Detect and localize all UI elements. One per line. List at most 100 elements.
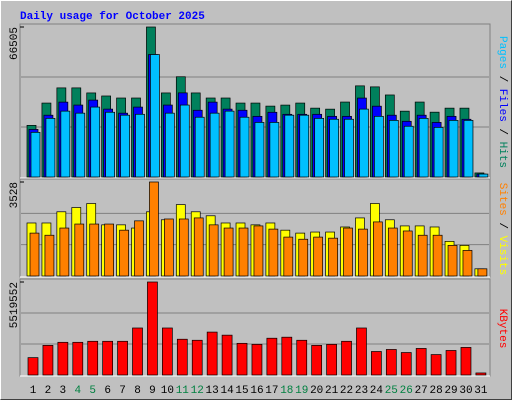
- bar: [283, 236, 294, 277]
- bar: [134, 220, 144, 277]
- bar: [460, 347, 472, 376]
- x-tick-label: 30: [459, 385, 472, 397]
- x-tick-label: 9: [149, 385, 156, 397]
- legend-entry: KBytes: [496, 309, 508, 349]
- bar: [388, 120, 399, 178]
- bar: [447, 245, 458, 277]
- bar: [463, 120, 474, 178]
- bar: [478, 173, 489, 178]
- bar: [344, 118, 354, 178]
- bar: [448, 120, 459, 178]
- bar: [179, 104, 190, 178]
- x-tick-label: 14: [220, 385, 234, 397]
- bar: [239, 116, 250, 178]
- bar: [89, 223, 100, 277]
- x-tick-label: 24: [370, 385, 384, 397]
- bar: [165, 112, 175, 178]
- bar: [430, 354, 442, 376]
- x-tick-label: 18: [280, 385, 293, 397]
- bar: [104, 223, 115, 277]
- legend-entry: Files: [496, 89, 508, 122]
- bar: [209, 112, 220, 178]
- bar: [403, 125, 414, 178]
- legend-separator: /: [496, 122, 508, 142]
- y-tick-label: 5519552: [9, 282, 21, 328]
- bar: [102, 340, 114, 376]
- legend-entry: Hits: [496, 142, 508, 168]
- bar: [358, 228, 368, 277]
- bar: [281, 336, 293, 376]
- bar: [284, 114, 295, 178]
- bar: [147, 281, 158, 376]
- bar: [74, 223, 85, 277]
- bar: [475, 372, 487, 376]
- bar: [176, 338, 188, 376]
- bar: [268, 228, 279, 277]
- bar: [59, 227, 70, 277]
- legend-entry: Pages: [496, 36, 508, 69]
- x-tick-label: 1: [30, 385, 37, 397]
- x-tick-label: 15: [235, 385, 248, 397]
- bar: [415, 348, 427, 376]
- chart-title: Daily usage for October 2025: [20, 11, 205, 23]
- bar: [75, 112, 86, 178]
- bar: [57, 341, 69, 376]
- bar: [90, 106, 101, 178]
- bar: [314, 118, 325, 178]
- bar: [266, 337, 278, 376]
- x-tick-label: 21: [325, 385, 339, 397]
- bar: [72, 341, 84, 376]
- bar: [29, 232, 40, 277]
- bar: [418, 118, 429, 178]
- bar: [356, 327, 367, 376]
- bar: [194, 116, 205, 178]
- y-tick-label: 66505: [9, 27, 21, 60]
- bar: [45, 118, 56, 178]
- x-tick-label: 10: [161, 385, 174, 397]
- bar: [132, 327, 143, 376]
- x-tick-label: 31: [474, 385, 488, 397]
- x-tick-label: 5: [89, 385, 96, 397]
- bar: [236, 342, 248, 376]
- bar: [223, 227, 234, 277]
- legend-entry: Sites: [496, 183, 508, 216]
- bar: [251, 343, 263, 376]
- x-tick-label: 3: [60, 385, 67, 397]
- bar: [402, 230, 413, 277]
- legend: Sites / Visits: [496, 183, 508, 275]
- bar: [162, 327, 173, 376]
- legend-separator: /: [496, 216, 508, 236]
- bar: [44, 234, 55, 277]
- bar: [253, 225, 264, 277]
- bar: [221, 334, 233, 376]
- bar: [193, 217, 204, 277]
- y-tick-label: 3528: [9, 182, 21, 208]
- bar: [400, 352, 412, 376]
- x-tick-label: 23: [355, 385, 368, 397]
- bar: [60, 110, 71, 178]
- legend-separator: /: [496, 69, 508, 89]
- x-tick-label: 6: [104, 385, 111, 397]
- bar: [298, 238, 309, 277]
- bar: [329, 118, 339, 178]
- x-tick-label: 8: [134, 385, 141, 397]
- bar: [224, 110, 235, 178]
- bar: [432, 234, 443, 277]
- bar: [387, 227, 398, 277]
- bar: [269, 122, 280, 178]
- x-tick-label: 25: [385, 385, 398, 397]
- x-tick-label: 22: [340, 385, 353, 397]
- bar: [343, 227, 353, 277]
- x-tick-label: 16: [250, 385, 263, 397]
- bar: [374, 115, 384, 178]
- bar: [371, 351, 382, 376]
- bar: [417, 234, 428, 277]
- bar: [164, 218, 174, 277]
- x-tick-label: 17: [265, 385, 278, 397]
- bar: [119, 229, 129, 277]
- bar: [150, 54, 160, 178]
- bar: [30, 131, 41, 178]
- x-tick-label: 7: [119, 385, 126, 397]
- x-tick-label: 27: [415, 385, 428, 397]
